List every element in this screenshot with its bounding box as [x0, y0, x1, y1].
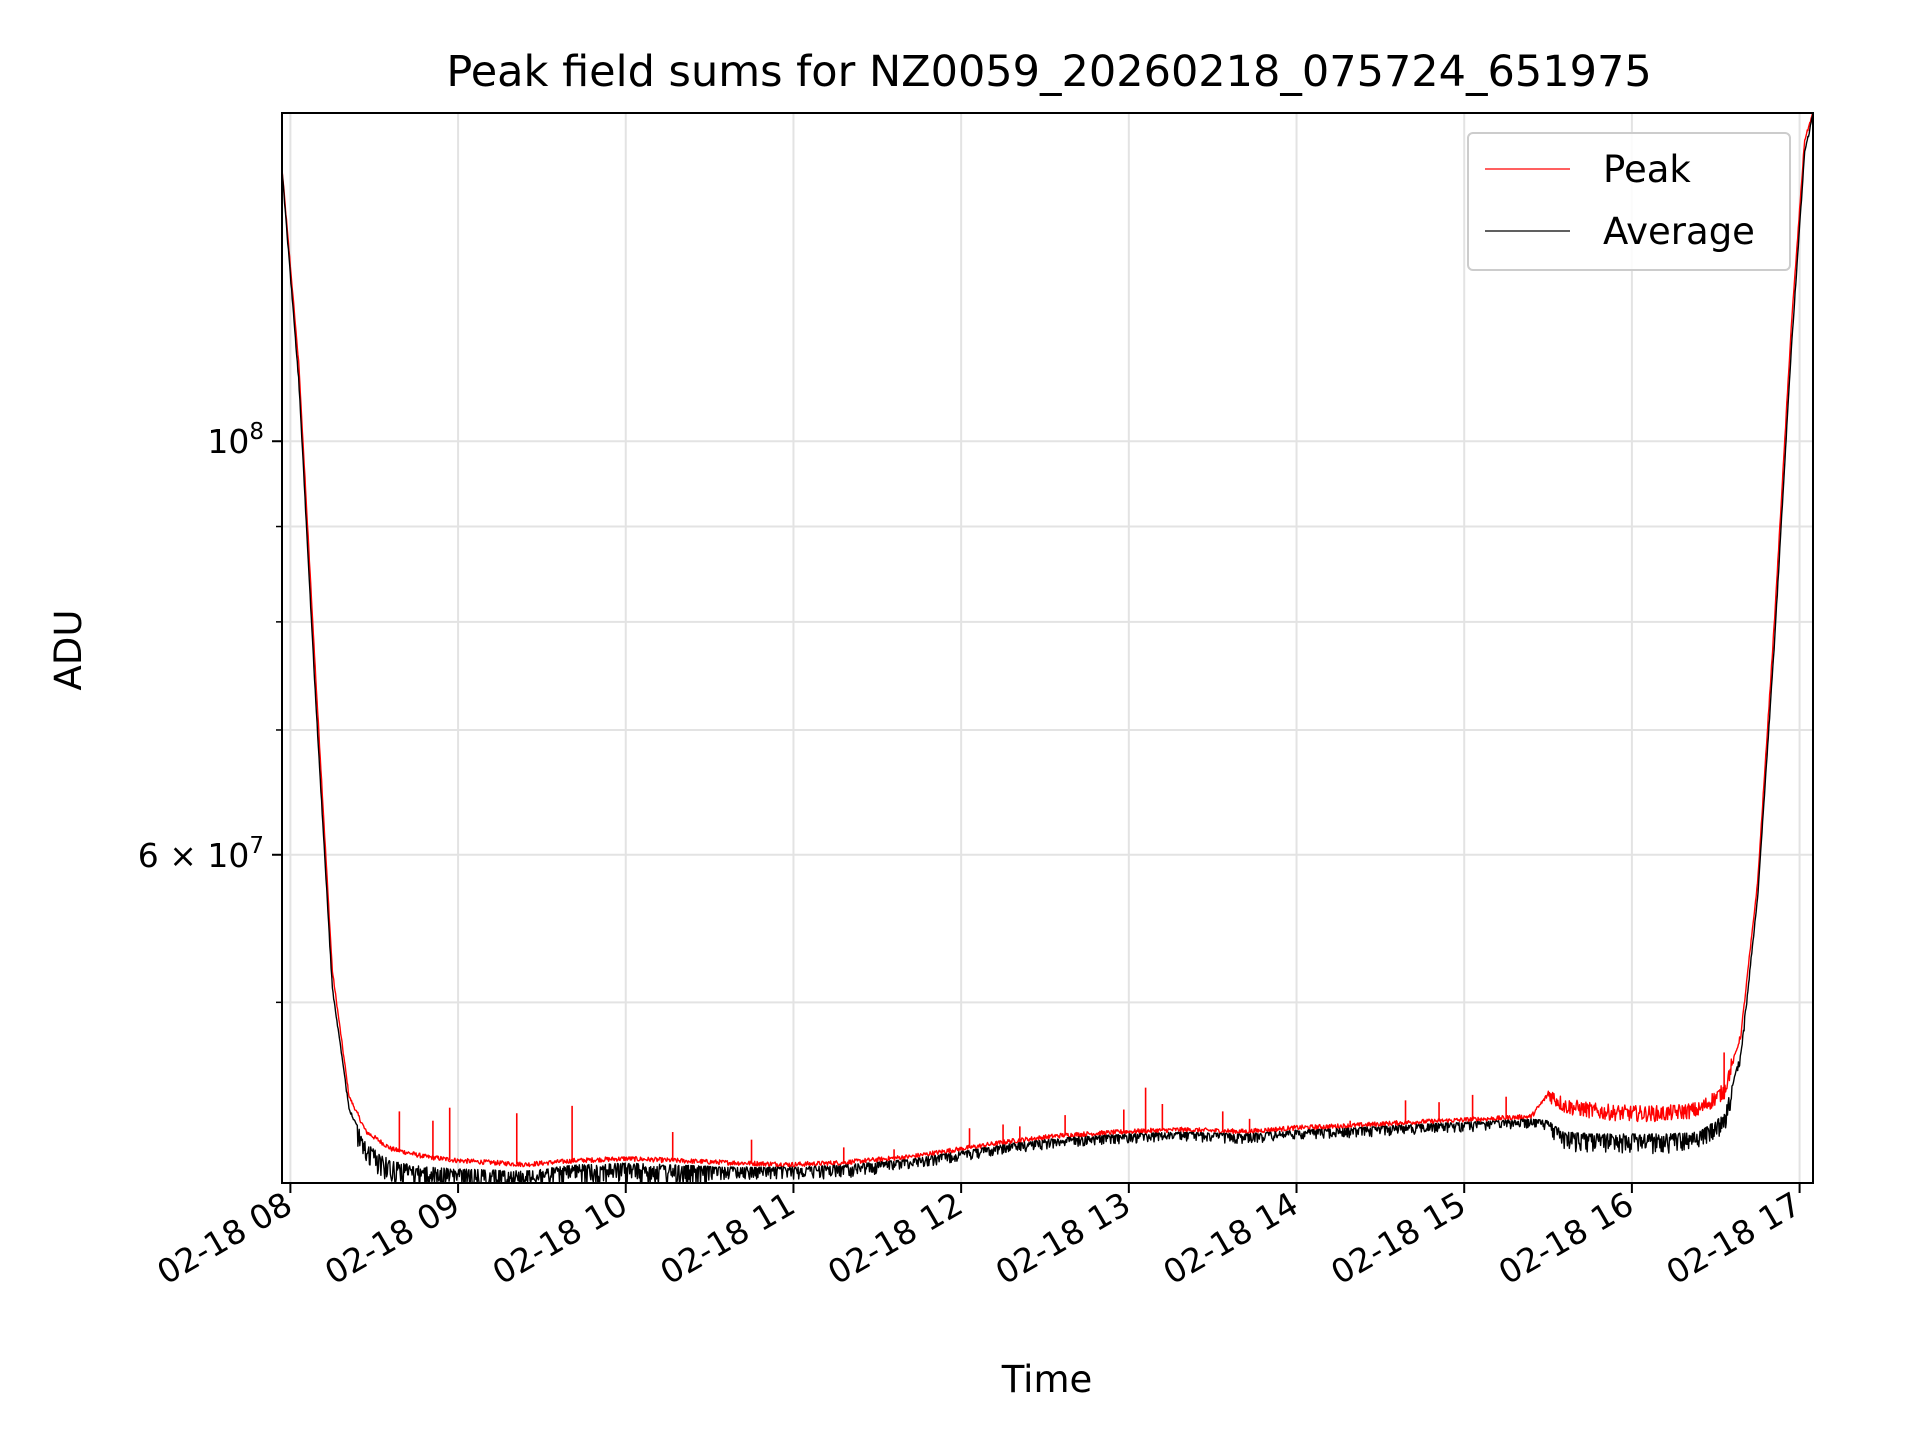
- y-tick-label-base: 6 × 10: [138, 836, 250, 875]
- series-average-line: [281, 113, 1814, 1184]
- y-tick-label-exponent: 7: [249, 833, 264, 859]
- y-tick-label-base: 10: [207, 422, 249, 461]
- y-tick-label: 6 × 107: [138, 833, 264, 875]
- legend-average-label: Average: [1603, 210, 1755, 253]
- plot-area-frame: [281, 112, 1814, 1184]
- legend: Peak Average: [1467, 132, 1791, 271]
- x-axis-label: Time: [1001, 1358, 1093, 1401]
- y-tick-label: 108: [207, 419, 264, 461]
- legend-peak-label: Peak: [1603, 148, 1691, 191]
- gridlines: [282, 113, 1813, 1183]
- chart-title: Peak field sums for NZ0059_20260218_0757…: [446, 47, 1651, 97]
- y-axis-label: ADU: [47, 610, 90, 691]
- series-peak-line: [281, 112, 1814, 1168]
- series-layer: [281, 112, 1814, 1184]
- y-axis: 108 6 × 107: [138, 419, 282, 1004]
- legend-box: [1467, 132, 1791, 271]
- y-tick-label-exponent: 8: [249, 419, 264, 445]
